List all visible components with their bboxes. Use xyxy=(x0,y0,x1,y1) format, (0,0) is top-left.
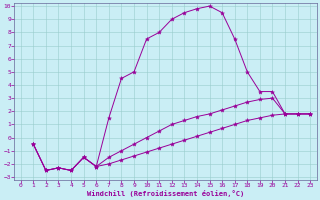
X-axis label: Windchill (Refroidissement éolien,°C): Windchill (Refroidissement éolien,°C) xyxy=(87,190,244,197)
